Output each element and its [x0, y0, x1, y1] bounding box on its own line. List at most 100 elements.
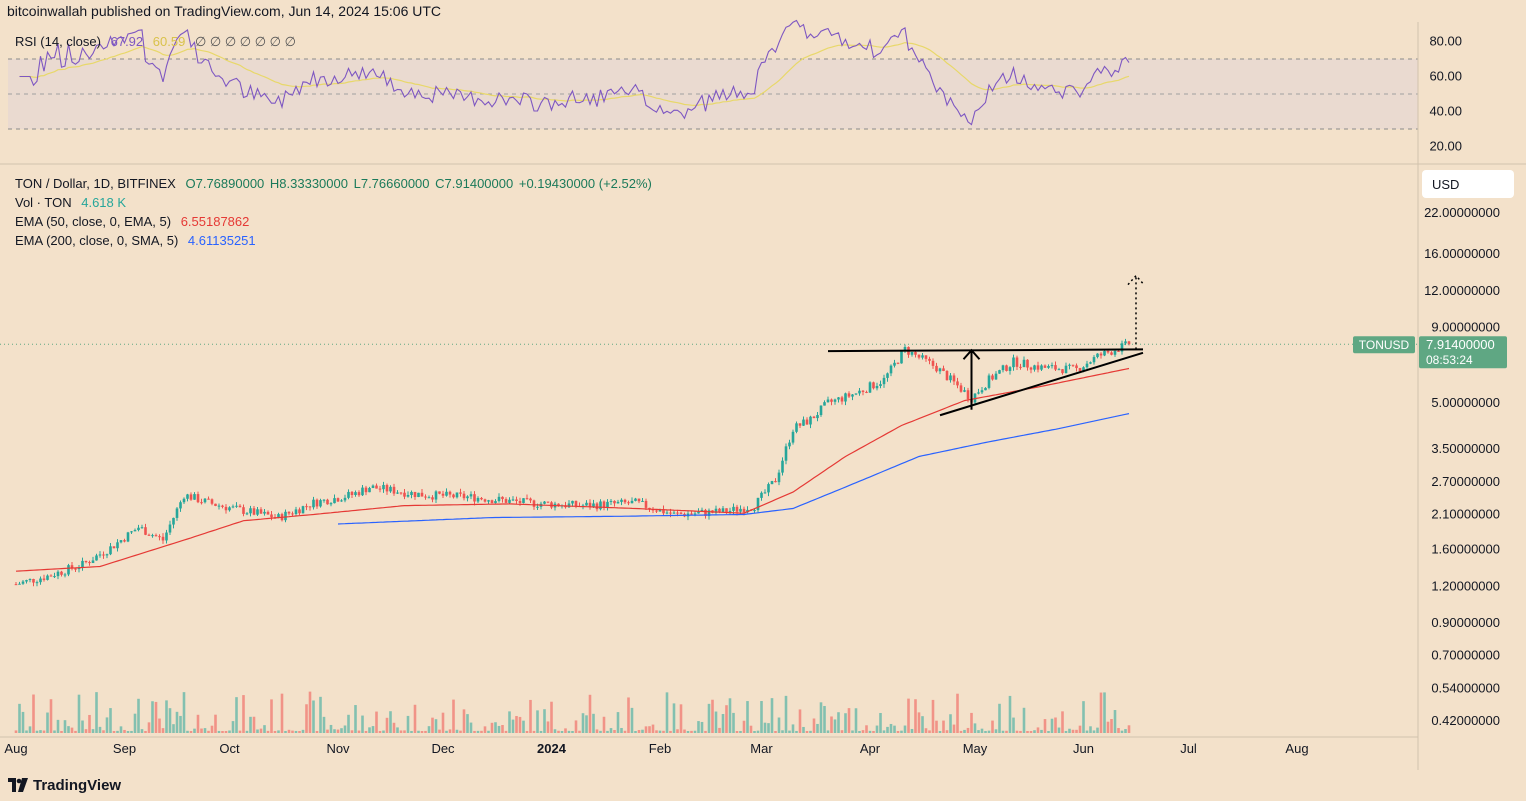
candle-body: [277, 514, 280, 518]
candle-body: [928, 358, 931, 361]
candle-body: [420, 492, 424, 497]
candle-body: [179, 502, 182, 509]
time-tick-label: Jul: [1180, 741, 1197, 756]
candle-body: [868, 382, 872, 393]
volume-bar: [476, 730, 480, 733]
candle-body: [889, 365, 893, 374]
volume-bar: [749, 725, 753, 733]
volume-bar: [581, 713, 585, 733]
candle-body: [567, 503, 571, 508]
volume-bar: [273, 730, 277, 733]
volume-bar: [445, 730, 448, 733]
candle-body: [763, 492, 767, 494]
volume-bar: [14, 730, 18, 733]
candle-body: [84, 560, 88, 563]
volume-bar: [1110, 719, 1113, 733]
time-tick-label: Mar: [750, 741, 773, 756]
volume-bar: [553, 729, 557, 733]
volume-bar: [1019, 730, 1022, 733]
ohlc-high: H8.33330000: [269, 176, 348, 191]
candle-body: [476, 497, 480, 502]
candle-body: [158, 536, 161, 538]
candle-body: [389, 486, 392, 492]
volume-bar: [207, 730, 210, 733]
candle-body: [259, 509, 263, 514]
candle-body: [1008, 367, 1012, 371]
candle-body: [1026, 359, 1029, 368]
volume-bar: [896, 730, 900, 733]
candle-body: [784, 446, 788, 461]
chart-canvas[interactable]: 80.00 60.00 40.00 20.00 22.00000000 16.00000…: [0, 0, 1526, 770]
volume-bar: [417, 730, 420, 733]
volume-bar: [357, 730, 361, 733]
ohlc-low: L7.76660000: [353, 176, 430, 191]
price-axis[interactable]: 22.00000000 16.00000000 12.00000000 9.00000…: [1424, 205, 1500, 728]
candle-body: [368, 487, 371, 493]
candle-body: [616, 501, 620, 504]
candle-body: [641, 500, 644, 502]
volume-bar: [1089, 726, 1092, 733]
volume-bar: [564, 728, 567, 733]
volume-bar: [634, 730, 637, 733]
candle-body: [490, 500, 494, 504]
candle-body: [609, 500, 613, 502]
candle-body: [924, 355, 928, 359]
candle-body: [753, 510, 756, 512]
candle-body: [424, 496, 427, 498]
volume-bar: [151, 701, 154, 733]
volume-bar: [679, 704, 683, 733]
volume-bar: [84, 729, 88, 733]
volume-bar: [917, 712, 921, 733]
rsi-line: [19, 19, 1130, 126]
volume-bar: [697, 721, 700, 733]
currency-button[interactable]: USD: [1422, 170, 1514, 198]
candle-body: [693, 513, 697, 515]
volume-bar: [599, 730, 602, 733]
volume-bar: [63, 720, 67, 733]
volume-bar: [46, 712, 49, 733]
candle-body: [1061, 369, 1064, 374]
volume-bar: [700, 721, 704, 733]
volume-bar: [91, 729, 95, 733]
candle-body: [501, 496, 504, 500]
rsi-tick-label: 20.00: [1429, 139, 1462, 154]
volume-bar: [658, 730, 662, 733]
candle-body: [774, 481, 777, 483]
candle-body: [1019, 366, 1022, 368]
volume-bar: [620, 727, 623, 733]
volume-bar: [385, 717, 389, 733]
time-tick-label: Sep: [113, 741, 136, 756]
candle-body: [840, 397, 844, 402]
candle-body: [536, 506, 539, 508]
candle-body: [427, 497, 431, 499]
volume-bar: [231, 721, 235, 733]
candle-body: [466, 496, 469, 499]
volume-bar: [522, 720, 525, 733]
candle-body: [228, 507, 231, 511]
volume-bar: [301, 729, 305, 733]
rsi-lines: [19, 19, 1130, 126]
candle-body: [900, 351, 903, 364]
volume-bar: [473, 730, 476, 733]
candle-body: [837, 397, 840, 400]
candle-body: [938, 368, 942, 372]
price-tick-label: 2.10000000: [1431, 506, 1500, 521]
candle-body: [669, 512, 672, 514]
volume-bar: [882, 730, 886, 733]
price-tick-label: 0.70000000: [1431, 647, 1500, 662]
candle-body: [217, 505, 221, 507]
volume-bar: [193, 728, 196, 733]
volume-bar: [711, 699, 714, 733]
volume-bar: [1001, 730, 1005, 733]
candle-body: [893, 362, 896, 366]
volume-bar: [903, 725, 907, 733]
candle-body: [42, 578, 46, 580]
volume-bar: [319, 696, 322, 733]
candle-body: [112, 546, 116, 549]
volume-bar: [816, 723, 819, 733]
candle-body: [105, 554, 109, 556]
volume-bar: [588, 694, 592, 733]
volume-bar: [879, 712, 882, 733]
time-axis[interactable]: Aug Sep Oct Nov Dec 2024 Feb Mar Apr May Jun Jul Aug: [4, 741, 1308, 756]
volume-bar: [707, 703, 711, 733]
